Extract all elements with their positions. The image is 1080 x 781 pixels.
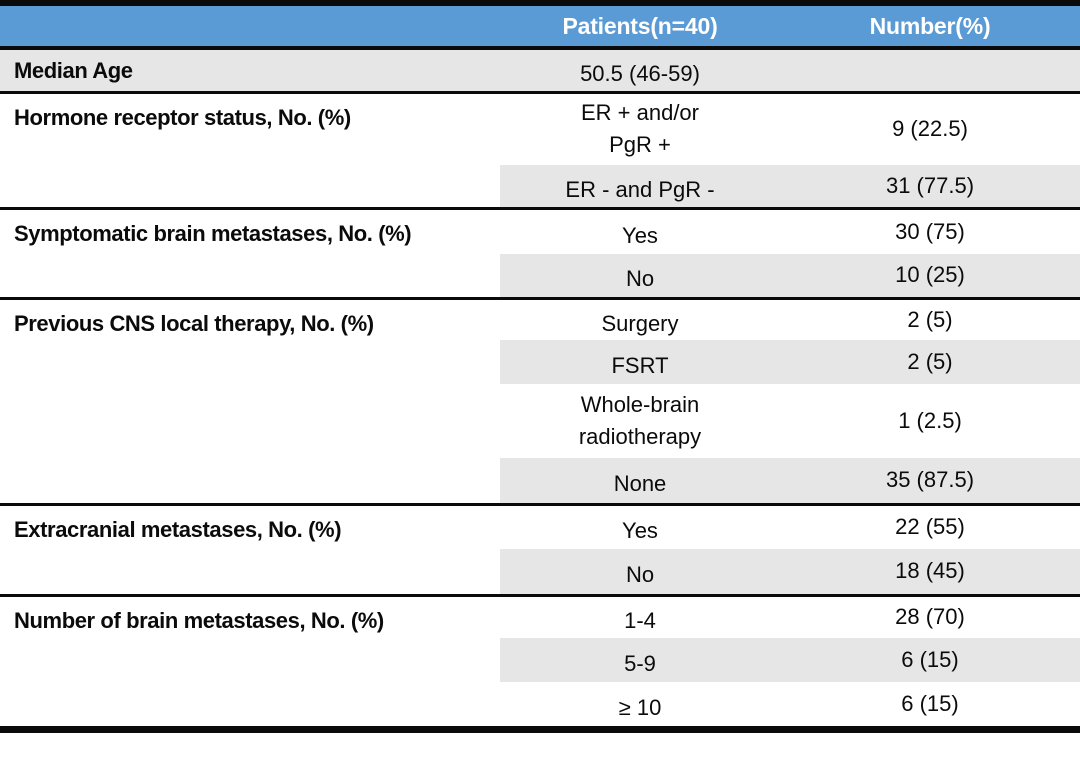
header-number: Number(%) xyxy=(869,12,991,39)
section-extracranial-metastases: Extracranial metastases, No. (%) Yes 22 … xyxy=(0,504,1080,595)
category-cell: Yes xyxy=(622,222,658,248)
value-cell: 10 (25) xyxy=(780,254,1080,298)
value-cell: 18 (45) xyxy=(780,549,1080,595)
table-row: ≥ 10 6 (15) xyxy=(0,682,1080,729)
section-symptomatic-brain-metastases: Symptomatic brain metastases, No. (%) Ye… xyxy=(0,208,1080,298)
value-cell: 28 (70) xyxy=(895,604,965,630)
table-row: FSRT 2 (5) xyxy=(0,340,1080,384)
header-patients: Patients(n=40) xyxy=(562,12,718,39)
table-row: Median Age 50.5 (46-59) xyxy=(0,48,1080,92)
table-row: Previous CNS local therapy, No. (%) Surg… xyxy=(0,298,1080,340)
category-cell: Surgery xyxy=(601,310,679,336)
value-cell: 31 (77.5) xyxy=(780,165,1080,208)
header-empty-cell xyxy=(0,3,500,48)
value-cell: 6 (15) xyxy=(780,638,1080,682)
row-label-cell: Median Age xyxy=(0,48,500,92)
row-label-cell: Number of brain metastases, No. (%) xyxy=(14,607,384,633)
table-row: Number of brain metastases, No. (%) 1-4 … xyxy=(0,595,1080,638)
table-row: None 35 (87.5) xyxy=(0,458,1080,504)
section-number-of-brain-metastases: Number of brain metastases, No. (%) 1-4 … xyxy=(0,595,1080,729)
category-cell: 5-9 xyxy=(500,638,780,682)
category-cell: 1-4 xyxy=(624,608,656,634)
value-cell xyxy=(780,48,1080,92)
value-cell: 30 (75) xyxy=(895,218,965,244)
table-row: Whole-brain radiotherapy 1 (2.5) xyxy=(0,384,1080,458)
row-label-cell: Symptomatic brain metastases, No. (%) xyxy=(14,220,412,246)
section-previous-cns-local-therapy: Previous CNS local therapy, No. (%) Surg… xyxy=(0,298,1080,504)
table-row: No 10 (25) xyxy=(0,254,1080,298)
row-label-cell: Hormone receptor status, No. (%) xyxy=(14,104,351,130)
table-header: Patients(n=40) Number(%) xyxy=(0,3,1080,48)
value-cell: 35 (87.5) xyxy=(780,458,1080,504)
header-row: Patients(n=40) Number(%) xyxy=(0,3,1080,48)
table-row: ER - and PgR - 31 (77.5) xyxy=(0,165,1080,208)
value-cell: 6 (15) xyxy=(901,690,959,716)
section-median-age: Median Age 50.5 (46-59) xyxy=(0,48,1080,92)
value-cell: 9 (22.5) xyxy=(892,116,968,142)
table-row: Hormone receptor status, No. (%) ER + an… xyxy=(0,92,1080,165)
category-cell: ER - and PgR - xyxy=(500,165,780,208)
category-cell: No xyxy=(500,254,780,298)
table-row: Symptomatic brain metastases, No. (%) Ye… xyxy=(0,208,1080,254)
value-cell: 2 (5) xyxy=(780,340,1080,384)
value-cell: 2 (5) xyxy=(907,306,953,332)
category-cell: Yes xyxy=(622,518,658,544)
table-row: No 18 (45) xyxy=(0,549,1080,595)
category-cell: ER + and/or PgR + xyxy=(580,100,699,158)
category-cell: FSRT xyxy=(500,340,780,384)
value-cell: 1 (2.5) xyxy=(898,408,962,433)
table-row: Extracranial metastases, No. (%) Yes 22 … xyxy=(0,504,1080,549)
category-cell: Whole-brain radiotherapy xyxy=(578,392,702,449)
category-cell: No xyxy=(500,549,780,595)
category-cell: 50.5 (46-59) xyxy=(500,48,780,92)
row-label-cell: Extracranial metastases, No. (%) xyxy=(14,516,342,542)
row-label-cell: Previous CNS local therapy, No. (%) xyxy=(14,310,374,336)
value-cell: 22 (55) xyxy=(895,514,965,540)
category-cell: None xyxy=(500,458,780,504)
section-hormone-receptor-status: Hormone receptor status, No. (%) ER + an… xyxy=(0,92,1080,208)
category-cell: ≥ 10 xyxy=(618,694,662,720)
patient-characteristics-table: Patients(n=40) Number(%) Median Age 50.5… xyxy=(0,0,1080,733)
table-row: 5-9 6 (15) xyxy=(0,638,1080,682)
